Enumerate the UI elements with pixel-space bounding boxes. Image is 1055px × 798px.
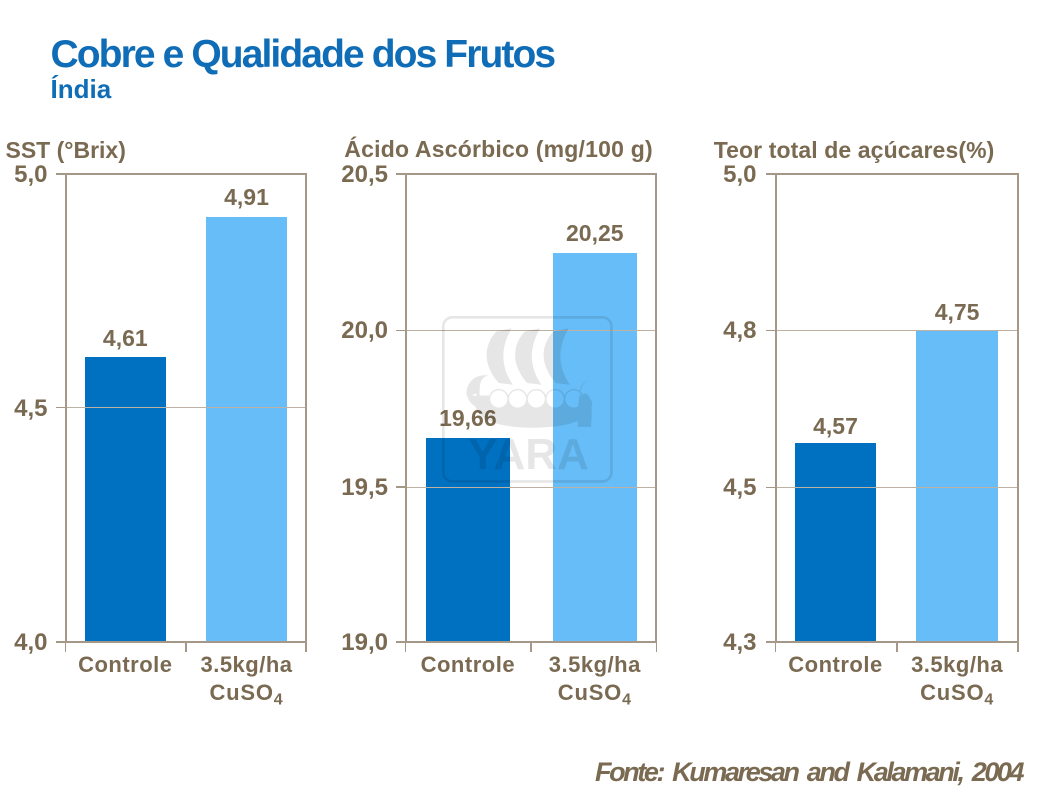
svg-text:YARA: YARA bbox=[468, 430, 589, 479]
